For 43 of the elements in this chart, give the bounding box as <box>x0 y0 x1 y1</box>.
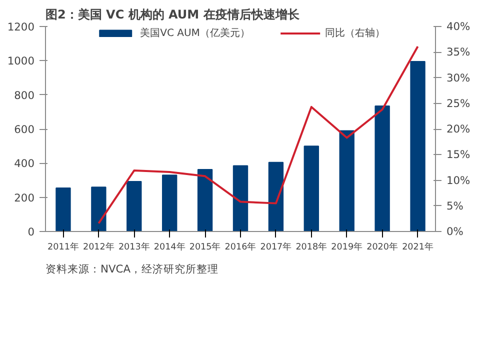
bar <box>56 187 71 232</box>
bar <box>304 146 319 232</box>
x-tick-label: 2019年 <box>331 242 363 252</box>
x-tick-label: 2016年 <box>224 242 256 252</box>
x-tick-label: 2011年 <box>48 242 79 252</box>
line-series <box>98 45 419 224</box>
x-tick-label: 2017年 <box>260 242 292 252</box>
x-tick-label: 2015年 <box>189 242 221 252</box>
x-tick-label: 2014年 <box>154 242 186 252</box>
y-tick-label: 1000 <box>7 54 35 68</box>
y2-tick-label: 40% <box>446 20 470 33</box>
bar <box>126 180 142 232</box>
bar <box>374 105 390 232</box>
y2-tick-label: 0% <box>446 225 464 238</box>
x-tick-label: 2012年 <box>82 242 114 252</box>
bar <box>410 61 426 232</box>
y2-tick-label: 5% <box>446 199 464 212</box>
legend-label: 同比（右轴） <box>324 26 385 40</box>
y2-tick-label: 30% <box>446 71 470 84</box>
bar <box>339 130 354 232</box>
x-tick-label: 2020年 <box>366 242 398 252</box>
x-tick-label: 2018年 <box>296 242 328 252</box>
y2-tick-label: 25% <box>446 96 470 110</box>
y2-tick-label: 10% <box>446 174 470 187</box>
y-tick-label: 1200 <box>7 20 35 34</box>
y-tick-label: 800 <box>14 88 35 102</box>
bar <box>197 168 213 232</box>
legend-label: 美国VC AUM（亿美元） <box>140 26 250 40</box>
y2-tick-label: 35% <box>446 46 470 59</box>
y-tick-label: 400 <box>14 157 35 170</box>
text: 资料来源：NVCA，经济研究所整理 <box>46 262 218 276</box>
bar <box>162 174 178 232</box>
bar <box>232 165 248 232</box>
y2-tick-label: 15% <box>446 148 470 162</box>
y-tick-label: 200 <box>14 191 35 204</box>
x-tick-label: 2013年 <box>118 242 150 252</box>
y-tick-label: 0 <box>28 226 35 238</box>
y2-tick-label: 20% <box>446 122 470 136</box>
y-tick-label: 600 <box>14 123 35 136</box>
bar <box>268 162 284 232</box>
x-tick-label: 2021年 <box>402 242 434 252</box>
bar <box>91 186 106 232</box>
chart-title: 图2：美国 VC 机构的 AUM 在疫情后快速增长 <box>46 8 300 22</box>
